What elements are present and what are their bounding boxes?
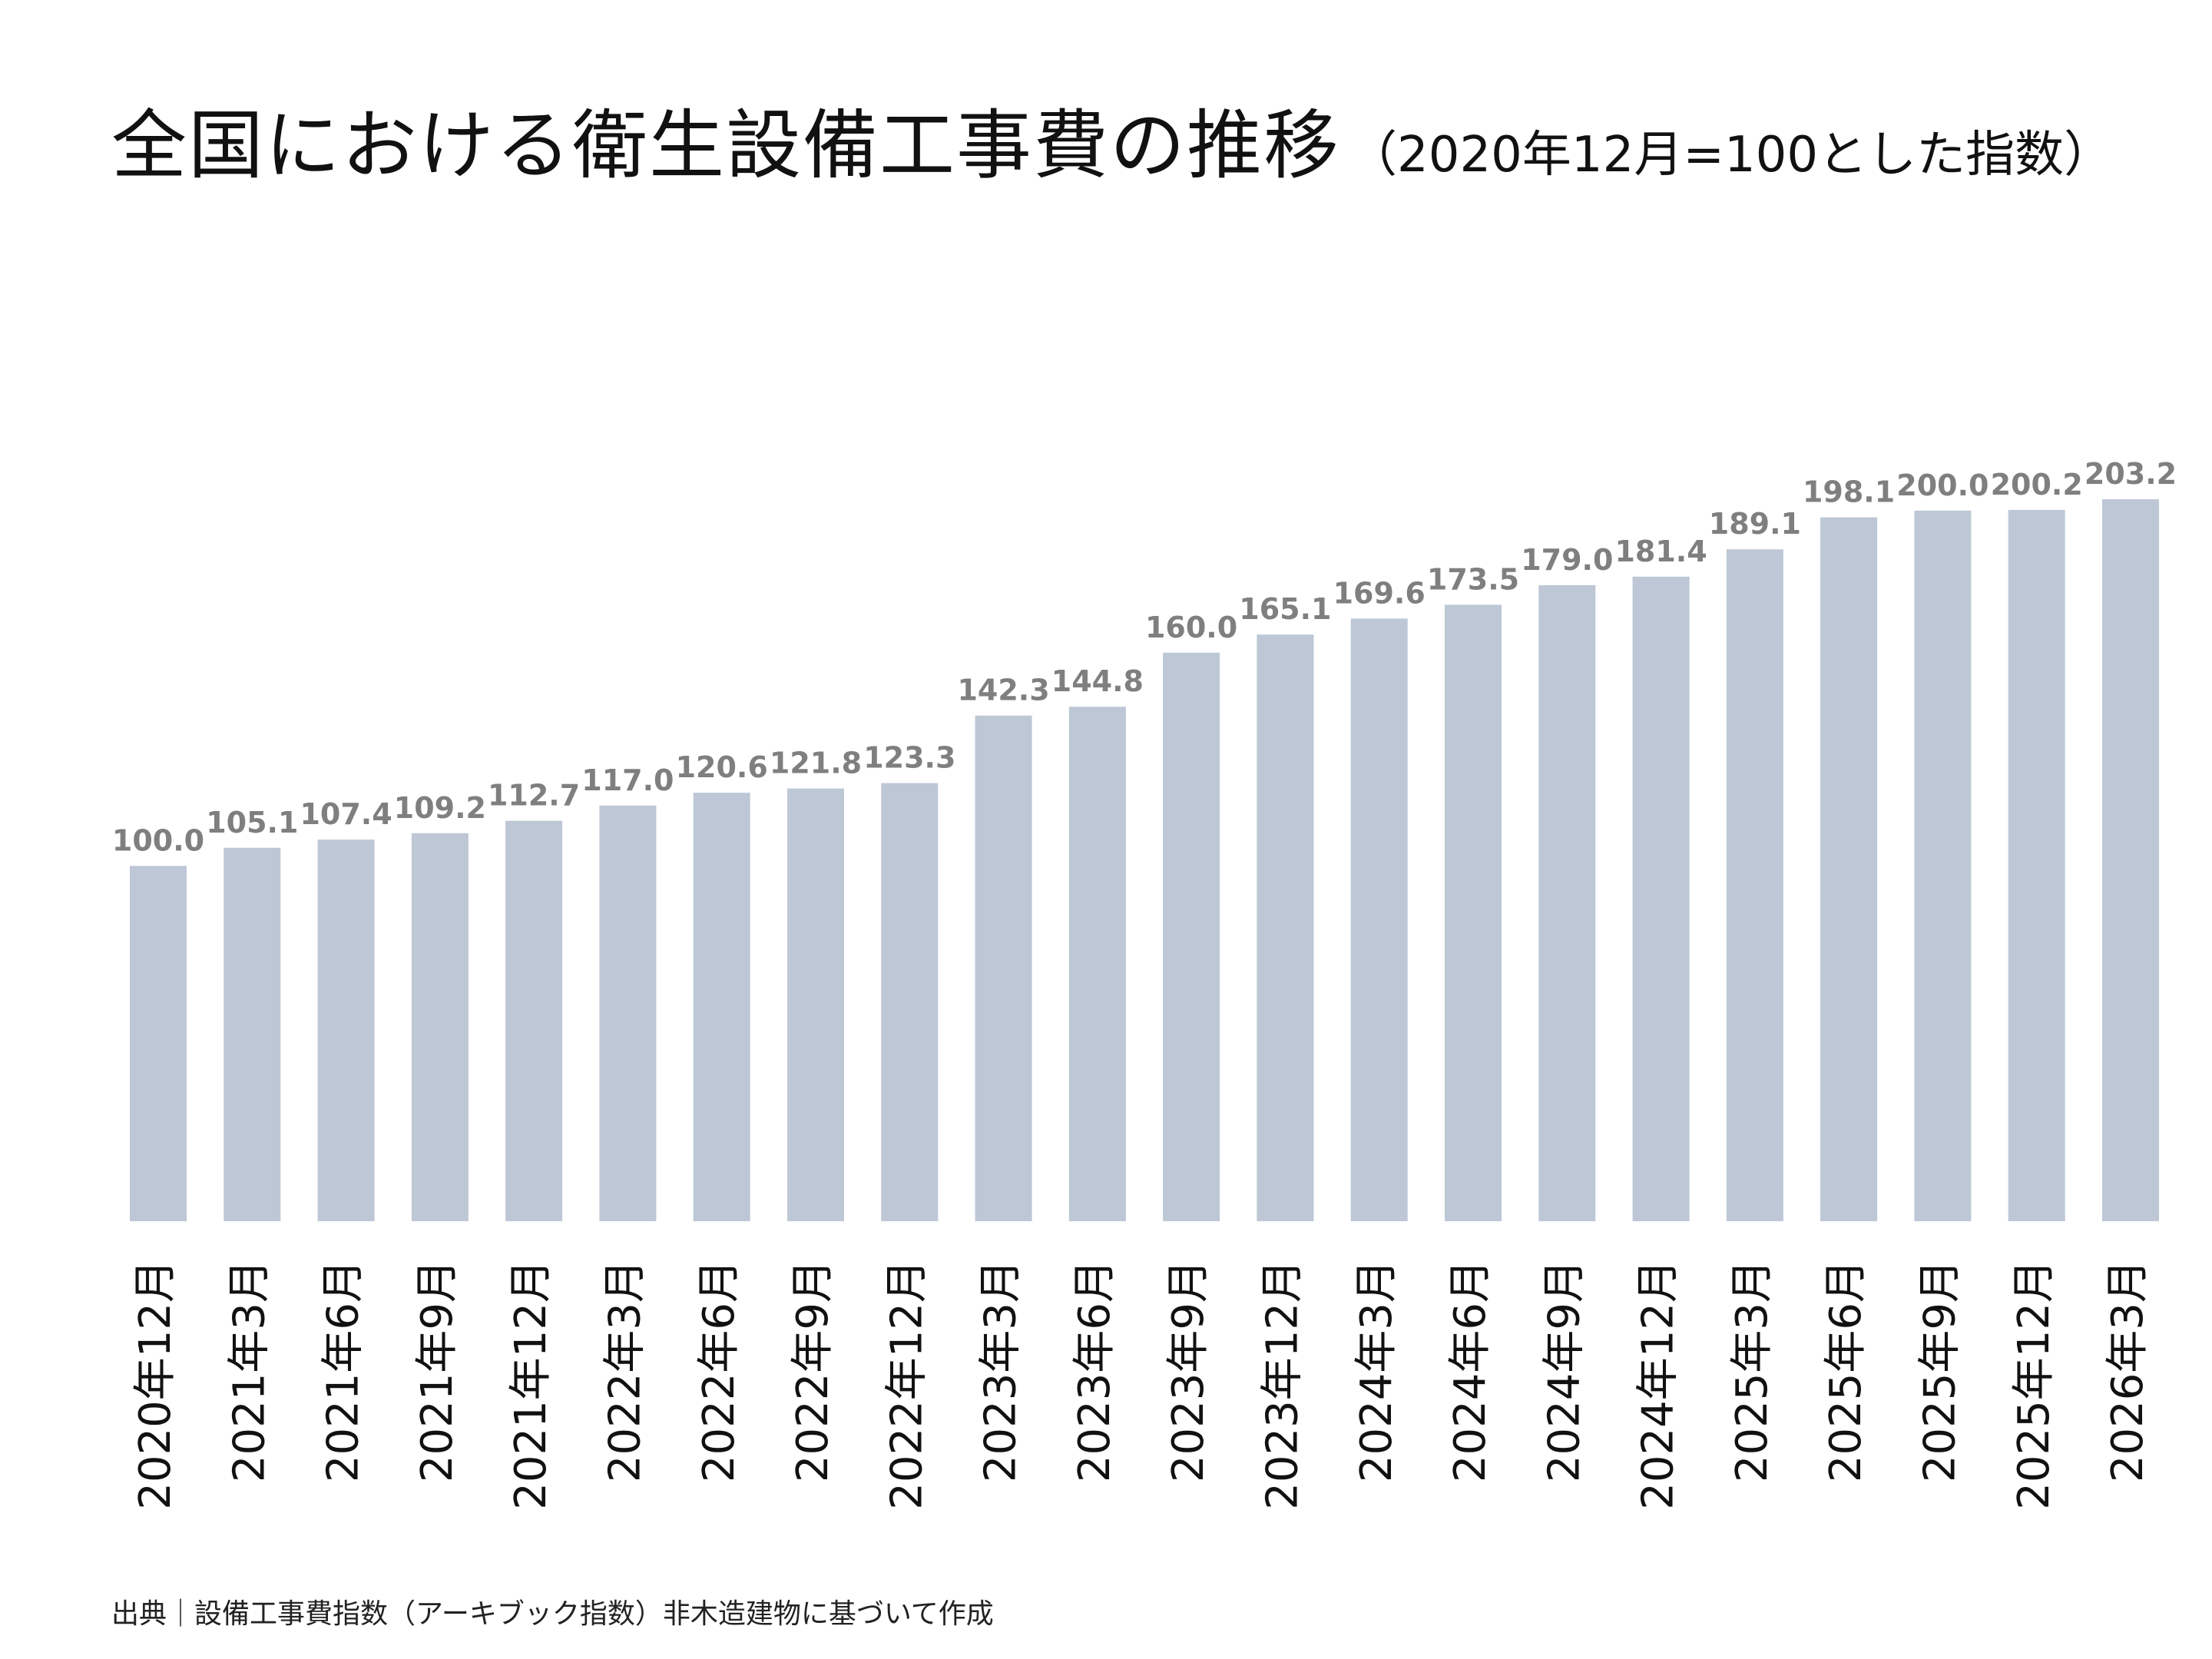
bar: [1726, 549, 1783, 1221]
x-tick-label: 2022年3月: [601, 1260, 651, 1482]
bar-value-label: 203.2: [2085, 457, 2177, 491]
chart-title: 全国における衛生設備工事費の推移 （2020年12月=100とした指数）: [111, 84, 2113, 194]
bar-value-label: 105.1: [206, 806, 298, 839]
x-tick-label: 2021年3月: [224, 1260, 274, 1482]
bar: [317, 839, 375, 1221]
x-tick-label: 2024年6月: [1445, 1260, 1495, 1482]
x-tick-label: 2021年12月: [506, 1260, 556, 1510]
x-tick-label: 2025年6月: [1821, 1260, 1871, 1482]
bar-value-label: 100.0: [112, 823, 204, 857]
bar-value-label: 144.8: [1051, 664, 1144, 698]
x-tick-label: 2023年3月: [976, 1260, 1026, 1482]
bar: [130, 866, 187, 1221]
bar: [2008, 509, 2065, 1221]
bar-value-label: 200.0: [1896, 469, 1988, 502]
bar-value-label: 198.1: [1803, 475, 1895, 509]
bar: [1632, 576, 1690, 1221]
bar: [975, 715, 1032, 1221]
bar-value-label: 109.2: [394, 791, 486, 825]
bar: [693, 793, 750, 1221]
bar: [505, 820, 563, 1221]
bar-value-label: 117.0: [581, 763, 674, 797]
chart-title-main: 全国における衛生設備工事費の推移: [111, 102, 1341, 190]
x-tick-label: 2020年12月: [131, 1260, 180, 1510]
bar-value-label: 165.1: [1239, 592, 1331, 626]
bar: [1068, 707, 1126, 1221]
bar-value-label: 121.8: [770, 747, 862, 780]
bar: [411, 833, 469, 1221]
bar: [1445, 604, 1502, 1221]
bar-value-label: 189.1: [1709, 507, 1801, 541]
x-tick-label: 2024年12月: [1634, 1260, 1684, 1510]
x-tick-label: 2025年9月: [1916, 1260, 1965, 1482]
bar: [1820, 517, 1878, 1221]
chart-subtitle: （2020年12月=100とした指数）: [1348, 127, 2114, 184]
bar-value-label: 123.3: [863, 741, 955, 775]
x-tick-label: 2023年9月: [1164, 1260, 1214, 1482]
bar-value-label: 169.6: [1333, 576, 1426, 610]
bar: [599, 805, 657, 1221]
x-tick-label: 2022年12月: [882, 1260, 932, 1510]
bar-value-label: 107.4: [300, 797, 392, 831]
x-tick-label: 2026年3月: [2103, 1260, 2153, 1482]
x-tick-label: 2024年3月: [1352, 1260, 1402, 1482]
x-tick-label: 2023年12月: [1258, 1260, 1308, 1510]
x-tick-label: 2023年6月: [1070, 1260, 1120, 1482]
bar-value-label: 120.6: [676, 750, 768, 784]
bar: [1538, 584, 1596, 1221]
bar-value-label: 173.5: [1427, 562, 1519, 596]
bar: [1914, 510, 1972, 1221]
bar-value-label: 179.0: [1521, 543, 1613, 577]
bar: [1350, 618, 1408, 1221]
bar: [2102, 499, 2159, 1221]
source-note: 出典｜設備工事費指数（アーキブック指数）非木造建物に基づいて作成: [111, 1598, 994, 1630]
bar-value-label: 200.2: [1991, 468, 2083, 502]
x-tick-label: 2024年9月: [1539, 1260, 1589, 1482]
bar-value-label: 181.4: [1614, 535, 1707, 568]
bar: [1163, 652, 1220, 1221]
x-tick-label: 2022年9月: [788, 1260, 838, 1482]
x-tick-label: 2021年9月: [412, 1260, 462, 1482]
bar: [881, 783, 939, 1221]
bar-value-label: 112.7: [488, 779, 580, 813]
x-tick-label: 2025年3月: [1727, 1260, 1777, 1482]
bar-value-label: 142.3: [957, 674, 1049, 707]
x-tick-label: 2022年6月: [694, 1260, 744, 1482]
bar: [1257, 634, 1314, 1221]
x-tick-label: 2025年12月: [2009, 1260, 2059, 1510]
x-tick-label: 2021年6月: [319, 1260, 369, 1482]
bar-value-label: 160.0: [1145, 611, 1237, 644]
bar: [787, 788, 844, 1221]
bar: [224, 847, 281, 1221]
